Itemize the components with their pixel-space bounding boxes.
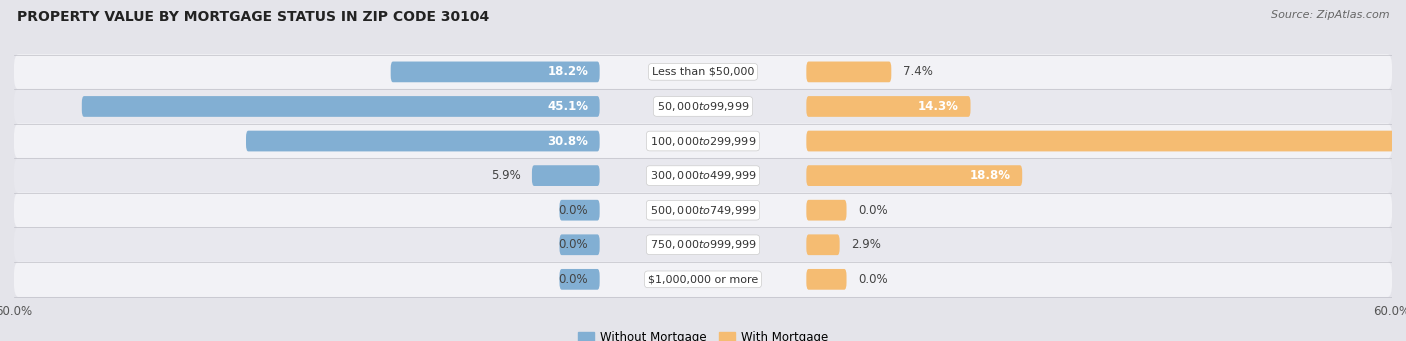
FancyBboxPatch shape: [807, 131, 1406, 151]
FancyBboxPatch shape: [14, 227, 1392, 262]
Text: Source: ZipAtlas.com: Source: ZipAtlas.com: [1271, 10, 1389, 20]
FancyBboxPatch shape: [807, 269, 846, 290]
Text: 5.9%: 5.9%: [491, 169, 520, 182]
FancyBboxPatch shape: [14, 89, 1392, 124]
FancyBboxPatch shape: [14, 123, 1392, 159]
Text: 18.2%: 18.2%: [547, 65, 588, 78]
FancyBboxPatch shape: [560, 200, 599, 221]
Text: $50,000 to $99,999: $50,000 to $99,999: [657, 100, 749, 113]
Text: $300,000 to $499,999: $300,000 to $499,999: [650, 169, 756, 182]
Text: 0.0%: 0.0%: [858, 204, 887, 217]
Text: 14.3%: 14.3%: [918, 100, 959, 113]
FancyBboxPatch shape: [560, 269, 599, 290]
Text: 7.4%: 7.4%: [903, 65, 932, 78]
Text: $1,000,000 or more: $1,000,000 or more: [648, 275, 758, 284]
Text: 2.9%: 2.9%: [851, 238, 882, 251]
FancyBboxPatch shape: [807, 165, 1022, 186]
Text: PROPERTY VALUE BY MORTGAGE STATUS IN ZIP CODE 30104: PROPERTY VALUE BY MORTGAGE STATUS IN ZIP…: [17, 10, 489, 24]
FancyBboxPatch shape: [14, 262, 1392, 297]
Text: $100,000 to $299,999: $100,000 to $299,999: [650, 135, 756, 148]
Text: 0.0%: 0.0%: [858, 273, 887, 286]
Text: 0.0%: 0.0%: [558, 238, 588, 251]
FancyBboxPatch shape: [14, 193, 1392, 228]
FancyBboxPatch shape: [807, 61, 891, 82]
FancyBboxPatch shape: [560, 234, 599, 255]
Text: 18.8%: 18.8%: [970, 169, 1011, 182]
FancyBboxPatch shape: [531, 165, 599, 186]
FancyBboxPatch shape: [82, 96, 599, 117]
FancyBboxPatch shape: [14, 158, 1392, 193]
Legend: Without Mortgage, With Mortgage: Without Mortgage, With Mortgage: [574, 326, 832, 341]
FancyBboxPatch shape: [14, 54, 1392, 90]
Text: Less than $50,000: Less than $50,000: [652, 67, 754, 77]
Text: $500,000 to $749,999: $500,000 to $749,999: [650, 204, 756, 217]
Text: $750,000 to $999,999: $750,000 to $999,999: [650, 238, 756, 251]
FancyBboxPatch shape: [807, 234, 839, 255]
Text: 0.0%: 0.0%: [558, 204, 588, 217]
Text: 0.0%: 0.0%: [558, 273, 588, 286]
FancyBboxPatch shape: [246, 131, 599, 151]
FancyBboxPatch shape: [807, 96, 970, 117]
FancyBboxPatch shape: [391, 61, 599, 82]
Text: 30.8%: 30.8%: [547, 135, 588, 148]
Text: 45.1%: 45.1%: [547, 100, 588, 113]
FancyBboxPatch shape: [807, 200, 846, 221]
